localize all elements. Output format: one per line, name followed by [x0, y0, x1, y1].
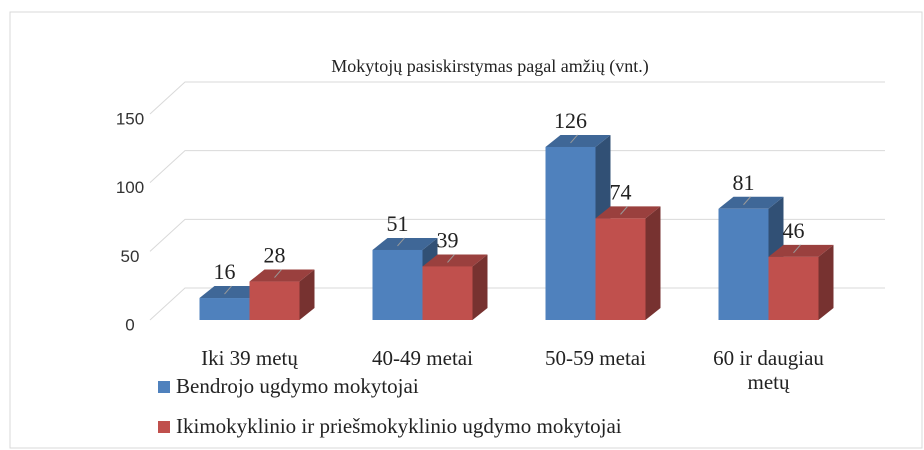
label-leader — [743, 196, 751, 206]
bar — [199, 298, 250, 320]
label-leader — [447, 254, 455, 263]
data-label: 28 — [264, 243, 286, 268]
y-tick-label: 50 — [121, 247, 140, 266]
bar-side — [645, 206, 661, 320]
x-tick-label: 50-59 metai — [545, 346, 646, 370]
bar — [768, 256, 819, 320]
label-leader — [620, 206, 628, 215]
bar-top — [718, 196, 784, 209]
bar-top — [595, 206, 661, 219]
label-leader — [570, 134, 578, 144]
data-label: 16 — [214, 259, 236, 284]
bar — [595, 218, 646, 320]
y-tick-label: 0 — [125, 315, 134, 334]
label-leader — [274, 269, 282, 278]
bar — [545, 146, 596, 320]
legend-marker — [158, 421, 170, 433]
bar-side — [299, 269, 315, 320]
data-label: 46 — [783, 218, 805, 243]
bar — [422, 266, 473, 320]
bar — [718, 208, 769, 320]
x-tick-label: Iki 39 metų — [201, 346, 298, 370]
bar-side — [818, 244, 834, 320]
legend-label: Ikimokyklinio ir priešmokyklinio ugdymo … — [176, 414, 622, 438]
bar — [249, 281, 300, 320]
x-tick-label: 40-49 metai — [372, 346, 473, 370]
data-label: 39 — [437, 227, 459, 252]
bar-top — [768, 244, 834, 257]
y-tick-label: 150 — [116, 109, 144, 128]
legend-marker — [158, 381, 170, 393]
grid-line — [149, 81, 885, 115]
label-leader — [793, 244, 801, 254]
data-label: 74 — [610, 179, 632, 204]
data-label: 81 — [733, 170, 755, 195]
legend-label: Bendrojo ugdymo mokytojai — [176, 374, 419, 398]
bar-top — [545, 134, 611, 147]
bar-top — [372, 237, 438, 250]
chart-border — [9, 11, 923, 449]
bar-side — [472, 254, 488, 320]
chart-title: Mokytojų pasiskirstymas pagal amžių (vnt… — [331, 56, 648, 77]
data-label: 51 — [387, 211, 409, 236]
bar-top — [199, 286, 265, 299]
x-tick-label: 60 ir daugiau metų — [713, 346, 824, 394]
label-leader — [224, 285, 232, 295]
bar — [372, 249, 423, 320]
bar-top — [249, 269, 315, 282]
grid-line — [149, 150, 885, 184]
label-leader — [397, 237, 405, 247]
y-tick-label: 100 — [116, 178, 144, 197]
bar-top — [422, 254, 488, 267]
data-label: 126 — [554, 108, 587, 133]
